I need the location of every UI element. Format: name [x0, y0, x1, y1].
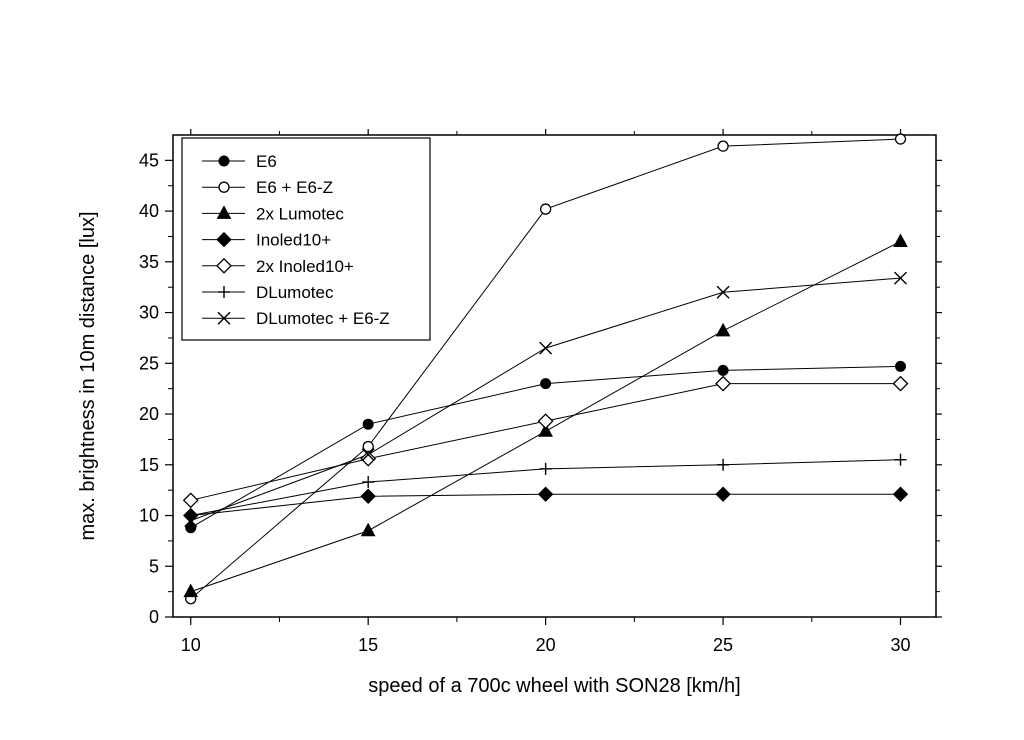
- data-point-series-4: [360, 450, 377, 467]
- legend-marker: [218, 181, 230, 193]
- y-tick-label: 40: [139, 201, 159, 221]
- legend-marker: [218, 286, 230, 298]
- data-point-series-0: [895, 360, 907, 372]
- legend-marker: [216, 257, 232, 274]
- data-point-series-6: [716, 285, 730, 299]
- legend-label: 2x Inoled10+: [256, 257, 354, 276]
- data-point-series-6: [184, 514, 198, 528]
- data-point-series-2: [715, 322, 731, 337]
- data-point-series-0: [362, 418, 374, 430]
- data-point-series-5: [894, 453, 907, 466]
- legend-label: E6: [256, 152, 277, 171]
- legend-marker: [216, 231, 232, 248]
- y-tick-label: 35: [139, 252, 159, 272]
- y-axis-label: max. brightness in 10m distance [lux]: [77, 211, 99, 540]
- x-axis-label: speed of a 700c wheel with SON28 [km/h]: [368, 675, 740, 697]
- axes: 10 15 20 25 30 0 5 10 15 20 25 30 35 40 45: [139, 129, 942, 655]
- legend-label: 2x Lumotec: [256, 204, 344, 223]
- data-point-series-4: [537, 413, 554, 430]
- data-point-series-2: [360, 522, 376, 537]
- series-layer: [182, 133, 909, 605]
- data-point-series-5: [184, 509, 197, 522]
- x-tick-label: 10: [181, 635, 201, 655]
- y-tick-label: 30: [139, 303, 159, 323]
- legend: E6 E6 + E6-Z 2x Lumotec Inoled10+ 2x Inoled1…: [181, 137, 431, 341]
- plot-frame: [172, 134, 937, 618]
- legend-marker: [218, 155, 230, 167]
- data-point-series-3: [892, 486, 909, 502]
- y-tick-label: 10: [139, 506, 159, 526]
- y-tick-label: 20: [139, 404, 159, 424]
- legend-marker: [216, 205, 232, 219]
- x-tick-label: 20: [536, 635, 556, 655]
- data-point-series-2: [183, 583, 199, 598]
- series-line-4: [190, 383, 901, 501]
- data-point-series-0: [540, 378, 552, 390]
- legend-label: Inoled10+: [256, 231, 331, 250]
- data-point-series-3: [360, 488, 376, 504]
- data-point-series-5: [362, 476, 375, 489]
- data-point-series-4: [715, 375, 731, 392]
- y-tick-label: 15: [139, 455, 159, 475]
- data-point-series-5: [539, 462, 552, 475]
- data-point-series-6: [894, 271, 908, 285]
- legend-label: E6 + E6-Z: [256, 178, 333, 197]
- data-point-series-3: [537, 486, 554, 502]
- y-tick-label: 25: [139, 353, 159, 373]
- legend-marker: [217, 311, 231, 325]
- data-point-series-6: [539, 341, 553, 355]
- data-point-series-1: [539, 203, 552, 215]
- x-tick-label: 25: [713, 635, 733, 655]
- data-point-series-0: [717, 364, 729, 376]
- data-point-series-5: [717, 458, 730, 471]
- x-tick-label: 15: [358, 635, 378, 655]
- y-tick-label: 45: [139, 150, 159, 170]
- data-point-series-6: [361, 448, 375, 462]
- data-point-series-2: [538, 423, 553, 437]
- y-tick-label: 0: [149, 607, 159, 627]
- legend-label: DLumotec: [256, 283, 334, 302]
- data-point-series-1: [362, 440, 374, 453]
- data-point-series-1: [894, 133, 907, 145]
- data-point-series-3: [715, 486, 731, 502]
- data-point-series-2: [893, 233, 908, 248]
- data-point-series-1: [717, 140, 729, 152]
- legend-label: DLumotec + E6-Z: [256, 309, 390, 328]
- x-tick-label: 30: [890, 635, 910, 655]
- y-tick-label: 5: [149, 556, 159, 576]
- data-point-series-4: [892, 375, 909, 392]
- data-point-series-4: [182, 492, 199, 509]
